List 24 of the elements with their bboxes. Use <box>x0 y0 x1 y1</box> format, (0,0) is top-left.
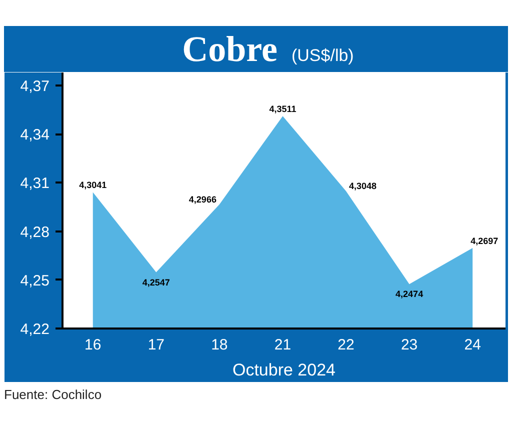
y-tick-label: 4,37 <box>20 78 50 95</box>
y-tick-label: 4,22 <box>20 321 50 338</box>
y-tick-label: 4,28 <box>20 224 50 241</box>
y-tick-label: 4,31 <box>20 175 50 192</box>
x-tick-label: 18 <box>211 336 228 354</box>
data-label: 4,3041 <box>79 180 107 190</box>
data-label: 4,3511 <box>269 104 296 114</box>
x-tick-label: 16 <box>84 336 102 354</box>
data-label: 4,2697 <box>470 236 498 246</box>
y-tick-label: 4,25 <box>20 272 50 290</box>
x-tick-label: 24 <box>464 336 481 354</box>
x-tick-label: 21 <box>274 336 292 354</box>
data-label: 4,2966 <box>188 194 216 204</box>
x-tick-label: 22 <box>338 336 354 354</box>
data-label: 4,3048 <box>349 181 377 192</box>
data-label: 4,2547 <box>142 277 170 288</box>
data-label: 4,2474 <box>396 289 424 300</box>
y-tick-label: 4,34 <box>20 126 50 144</box>
x-axis-title: Octubre 2024 <box>232 360 336 380</box>
x-tick-label: 23 <box>400 336 418 354</box>
source-note: Fuente: Cochilco <box>4 386 102 404</box>
x-tick-label: 17 <box>148 336 165 354</box>
chart-title: Cobre <box>182 29 278 69</box>
chart-subtitle: (US$/lb) <box>291 46 354 65</box>
